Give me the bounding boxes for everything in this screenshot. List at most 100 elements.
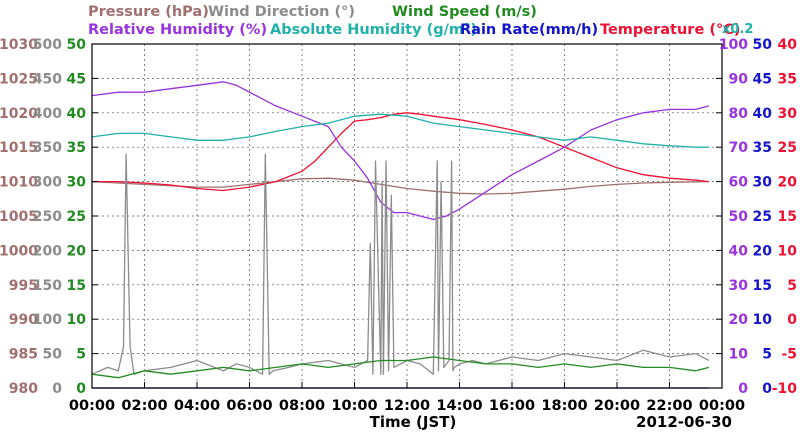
tick-label-rain_rate: 35 — [753, 140, 772, 156]
tick-label-wind_direction: 200 — [33, 243, 62, 259]
x-tick-label: 00:00 — [699, 398, 745, 414]
chart-grid — [92, 44, 722, 388]
tick-label-wind_direction: 150 — [33, 278, 62, 294]
tick-label-rain_rate: 50 — [753, 37, 773, 53]
tick-label-temperature: 10 — [778, 243, 798, 259]
tick-label-temperature: 40 — [778, 37, 798, 53]
series-line-pressure-0 — [91, 177, 709, 195]
tick-label-pressure: 980 — [9, 381, 38, 397]
legend-title-1-1: Absolute Humidity (g/m³) — [270, 22, 477, 38]
tick-label-pressure: 1010 — [0, 175, 38, 191]
tick-label-temperature: 20 — [778, 175, 798, 191]
rain-scale-note: x0.2 — [722, 22, 753, 37]
tick-label-wind_speed: 45 — [67, 71, 86, 87]
tick-label-relative_humidity: 30 — [729, 278, 749, 294]
tick-label-temperature: -10 — [772, 381, 798, 397]
tick-label-rain_rate: 15 — [753, 278, 772, 294]
tick-label-rain_rate: 40 — [753, 106, 773, 122]
tick-label-relative_humidity: 20 — [729, 312, 749, 328]
x-axis-label: Time (JST) — [370, 413, 457, 431]
legend-title-1-2: Rain Rate(mm/h) — [460, 22, 598, 38]
tick-label-wind_speed: 25 — [67, 209, 86, 225]
series-line-temperature-1 — [92, 112, 709, 192]
tick-label-relative_humidity: 50 — [729, 209, 749, 225]
tick-label-relative_humidity: 100 — [719, 37, 748, 53]
series-line-relative_humidity-2 — [91, 81, 710, 221]
legend-title-0-1: Wind Direction (°) — [208, 4, 355, 20]
chart-series — [91, 81, 710, 389]
tick-label-wind_direction: 500 — [33, 37, 62, 53]
tick-label-wind_direction: 250 — [33, 209, 62, 225]
x-tick-label: 16:00 — [489, 398, 535, 414]
tick-label-temperature: 15 — [778, 209, 797, 225]
x-tick-label: 10:00 — [331, 398, 377, 414]
tick-label-rain_rate: 0 — [762, 381, 772, 397]
legend-title-0-0: Pressure (hPa) — [88, 4, 209, 20]
tick-label-wind_speed: 35 — [67, 140, 86, 156]
tick-label-relative_humidity: 0 — [738, 381, 748, 397]
tick-label-wind_direction: 350 — [33, 140, 62, 156]
tick-label-wind_speed: 50 — [67, 37, 87, 53]
series-line-wind_speed-3 — [91, 113, 709, 148]
tick-label-pressure: 1005 — [0, 209, 38, 225]
tick-label-pressure: 1015 — [0, 140, 38, 156]
date-label: 2012-06-30 — [636, 413, 732, 431]
x-tick-label: 06:00 — [226, 398, 272, 414]
tick-label-rain_rate: 30 — [753, 175, 773, 191]
tick-label-temperature: 35 — [778, 71, 797, 87]
tick-label-wind_direction: 300 — [33, 175, 62, 191]
tick-label-wind_speed: 15 — [67, 278, 86, 294]
axis-tick-labels: 9809859909951000100510101015102010251030… — [0, 37, 797, 414]
tick-label-relative_humidity: 80 — [729, 106, 749, 122]
tick-label-rain_rate: 5 — [762, 347, 772, 363]
tick-label-temperature: -5 — [781, 347, 797, 363]
tick-label-pressure: 1025 — [0, 71, 38, 87]
tick-label-relative_humidity: 40 — [729, 243, 749, 259]
tick-label-pressure: 985 — [9, 347, 38, 363]
tick-label-relative_humidity: 70 — [729, 140, 749, 156]
tick-label-relative_humidity: 90 — [729, 71, 749, 87]
tick-label-rain_rate: 20 — [753, 243, 773, 259]
tick-label-rain_rate: 45 — [753, 71, 772, 87]
tick-label-rain_rate: 10 — [753, 312, 773, 328]
tick-label-temperature: 25 — [778, 140, 797, 156]
tick-label-pressure: 990 — [9, 312, 38, 328]
tick-label-wind_speed: 40 — [67, 106, 87, 122]
x-tick-label: 12:00 — [384, 398, 430, 414]
x-tick-label: 14:00 — [436, 398, 482, 414]
legend-title-1-3: Temperature (°C) — [600, 22, 741, 38]
legend-title-0-2: Wind Speed (m/s) — [392, 4, 537, 20]
x-tick-label: 20:00 — [594, 398, 640, 414]
x-tick-label: 18:00 — [541, 398, 587, 414]
tick-label-temperature: 30 — [778, 106, 798, 122]
tick-label-temperature: 0 — [787, 312, 797, 328]
tick-label-rain_rate: 25 — [753, 209, 772, 225]
tick-label-temperature: 5 — [787, 278, 797, 294]
tick-label-pressure: 1000 — [0, 243, 38, 259]
plot-frame — [91, 43, 723, 389]
tick-label-wind_direction: 450 — [33, 71, 62, 87]
tick-label-relative_humidity: 10 — [729, 347, 749, 363]
legend-title-1-0: Relative Humidity (%) — [88, 22, 267, 38]
legend-titles: Pressure (hPa) Wind Direction (°) Wind Spe… — [88, 4, 741, 38]
tick-label-wind_speed: 20 — [67, 243, 87, 259]
tick-label-wind_speed: 10 — [67, 312, 87, 328]
tick-label-pressure: 995 — [9, 278, 38, 294]
series-line-wind_speed-5 — [91, 356, 710, 379]
tick-label-pressure: 1030 — [0, 37, 38, 53]
tick-label-wind_direction: 0 — [52, 381, 62, 397]
tick-label-relative_humidity: 60 — [729, 175, 749, 191]
tick-label-pressure: 1020 — [0, 106, 38, 122]
x-tick-label: 08:00 — [279, 398, 325, 414]
x-tick-label: 02:00 — [121, 398, 167, 414]
tick-label-wind_speed: 0 — [76, 381, 86, 397]
x-tick-label: 00:00 — [69, 398, 115, 414]
tick-label-wind_direction: 400 — [33, 106, 62, 122]
tick-label-wind_speed: 30 — [67, 175, 87, 191]
tick-label-wind_speed: 5 — [76, 347, 86, 363]
x-tick-label: 04:00 — [174, 398, 220, 414]
tick-label-wind_direction: 100 — [33, 312, 62, 328]
tick-label-wind_direction: 50 — [43, 347, 63, 363]
x-tick-label: 22:00 — [646, 398, 692, 414]
